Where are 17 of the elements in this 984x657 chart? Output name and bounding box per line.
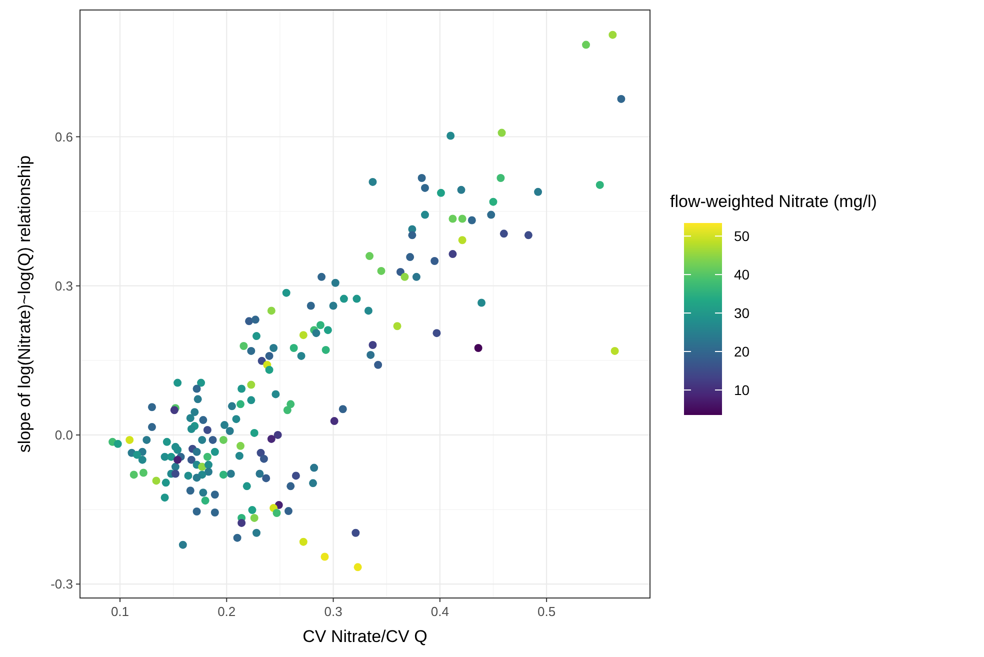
x-tick-label: 0.1 — [110, 604, 130, 619]
color-bar-label: 10 — [734, 382, 750, 398]
x-tick-label: 0.3 — [324, 604, 342, 619]
y-tick-label: -0.3 — [50, 576, 73, 592]
color-bar-label: 30 — [734, 304, 750, 321]
x-tick-label: 0.2 — [218, 604, 236, 619]
color-bar-label: 50 — [734, 228, 750, 244]
y-axis-title: slope of log(Nitrate)~log(Q) relationship — [15, 155, 34, 453]
color-bar-label: 20 — [734, 343, 750, 360]
x-axis-title: CV Nitrate/CV Q — [302, 627, 428, 646]
y-tick-label: 0.6 — [54, 129, 73, 144]
x-tick-label: 0.4 — [430, 604, 449, 619]
x-tick-label: 0.5 — [538, 604, 556, 619]
color-bar-title: flow-weighted Nitrate (mg/l) — [670, 192, 877, 211]
color-bar-label: 40 — [734, 266, 750, 282]
y-tick-label: 0.3 — [54, 278, 73, 294]
y-tick-label: 0.0 — [54, 428, 73, 443]
